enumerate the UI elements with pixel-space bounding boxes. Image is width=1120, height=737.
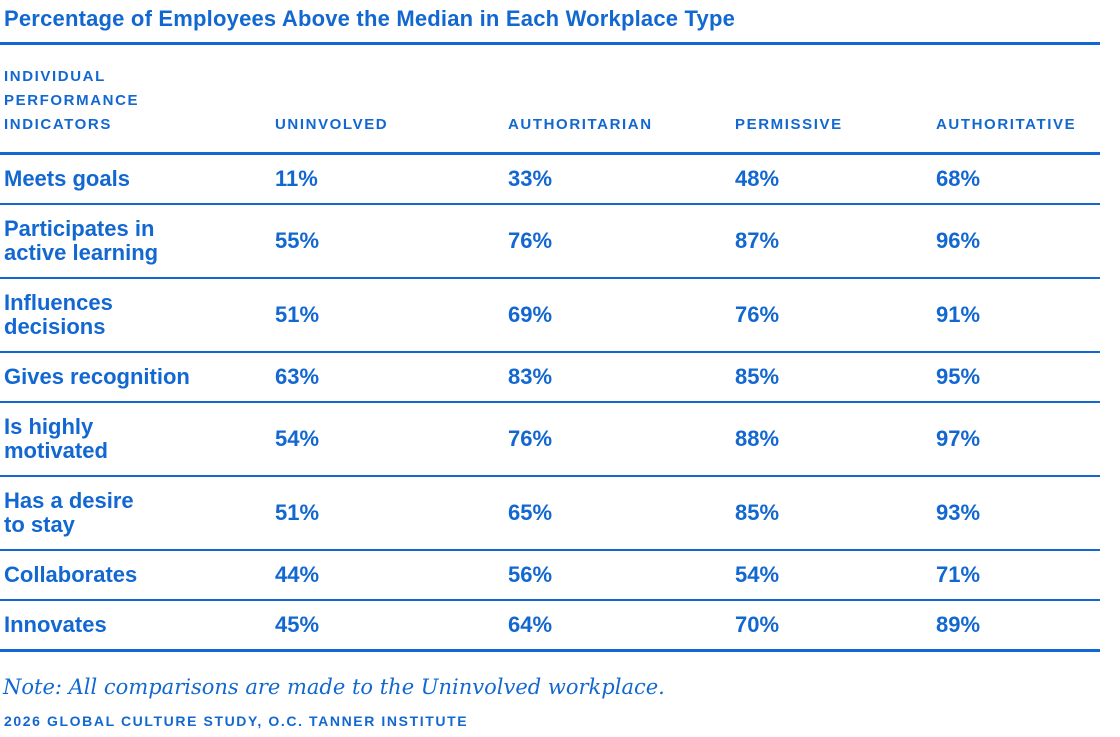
value-cell: 87% (735, 228, 780, 253)
source-credit: 2026 GLOBAL CULTURE STUDY, O.C. TANNER I… (4, 713, 469, 729)
value-cell: 89% (936, 612, 981, 637)
value-cell: 51% (275, 500, 320, 525)
value-cell: 65% (508, 500, 553, 525)
value-cell: 97% (936, 426, 981, 451)
data-table: INDIVIDUAL PERFORMANCE INDICATORS UNINVO… (0, 42, 1100, 652)
table-row: Meets goals 11% 33% 48% 68% (0, 155, 1100, 205)
value-cell: 88% (735, 426, 780, 451)
value-cell: 76% (508, 426, 553, 451)
value-cell: 33% (508, 166, 553, 191)
table-row: Influences decisions 51% 69% 76% 91% (0, 279, 1100, 353)
value-cell: 54% (275, 426, 320, 451)
value-cell: 44% (275, 562, 320, 587)
table-body: Meets goals 11% 33% 48% 68% Participates in a… (0, 155, 1100, 652)
indicator-label: Influences decisions (4, 290, 113, 339)
value-cell: 54% (735, 562, 780, 587)
indicator-label: Meets goals (4, 166, 130, 191)
value-cell: 55% (275, 228, 320, 253)
table-row: Collaborates 44% 56% 54% 71% (0, 551, 1100, 601)
table-row: Participates in active learning 55% 76% 87%… (0, 205, 1100, 279)
value-cell: 95% (936, 364, 981, 389)
value-cell: 93% (936, 500, 981, 525)
value-cell: 63% (275, 364, 320, 389)
indicator-label: Innovates (4, 612, 107, 637)
note-text: Note: All comparisons are made to the Un… (3, 675, 665, 699)
value-cell: 76% (508, 228, 553, 253)
value-cell: 85% (735, 364, 780, 389)
column-header-authoritative: AUTHORITATIVE (936, 116, 1077, 133)
value-cell: 51% (275, 302, 320, 327)
value-cell: 96% (936, 228, 981, 253)
value-cell: 85% (735, 500, 780, 525)
value-cell: 64% (508, 612, 553, 637)
value-cell: 11% (275, 166, 318, 191)
value-cell: 68% (936, 166, 981, 191)
column-header-uninvolved: UNINVOLVED (275, 116, 389, 133)
indicator-label: Collaborates (4, 562, 138, 587)
column-header-permissive: PERMISSIVE (735, 116, 843, 133)
indicator-label: Has a desire to stay (4, 488, 134, 537)
column-header-authoritarian: AUTHORITARIAN (508, 116, 653, 133)
table-row: Is highly motivated 54% 76% 88% 97% (0, 403, 1100, 477)
page-title: Percentage of Employees Above the Median… (4, 6, 736, 31)
indicator-label: Gives recognition (4, 364, 190, 389)
indicator-label: Participates in active learning (4, 216, 159, 265)
indicator-label: Is highly motivated (4, 414, 108, 463)
table-row: Has a desire to stay 51% 65% 85% 93% (0, 477, 1100, 551)
table-row: Innovates 45% 64% 70% 89% (0, 601, 1100, 652)
value-cell: 83% (508, 364, 553, 389)
value-cell: 91% (936, 302, 981, 327)
column-header-indicators: INDIVIDUAL PERFORMANCE INDICATORS (4, 68, 140, 133)
value-cell: 56% (508, 562, 553, 587)
value-cell: 45% (275, 612, 320, 637)
table-row: Gives recognition 63% 83% 85% 95% (0, 353, 1100, 403)
value-cell: 48% (735, 166, 780, 191)
table-header-row: INDIVIDUAL PERFORMANCE INDICATORS UNINVO… (0, 45, 1100, 155)
value-cell: 69% (508, 302, 553, 327)
value-cell: 71% (936, 562, 981, 587)
value-cell: 76% (735, 302, 780, 327)
value-cell: 70% (735, 612, 780, 637)
